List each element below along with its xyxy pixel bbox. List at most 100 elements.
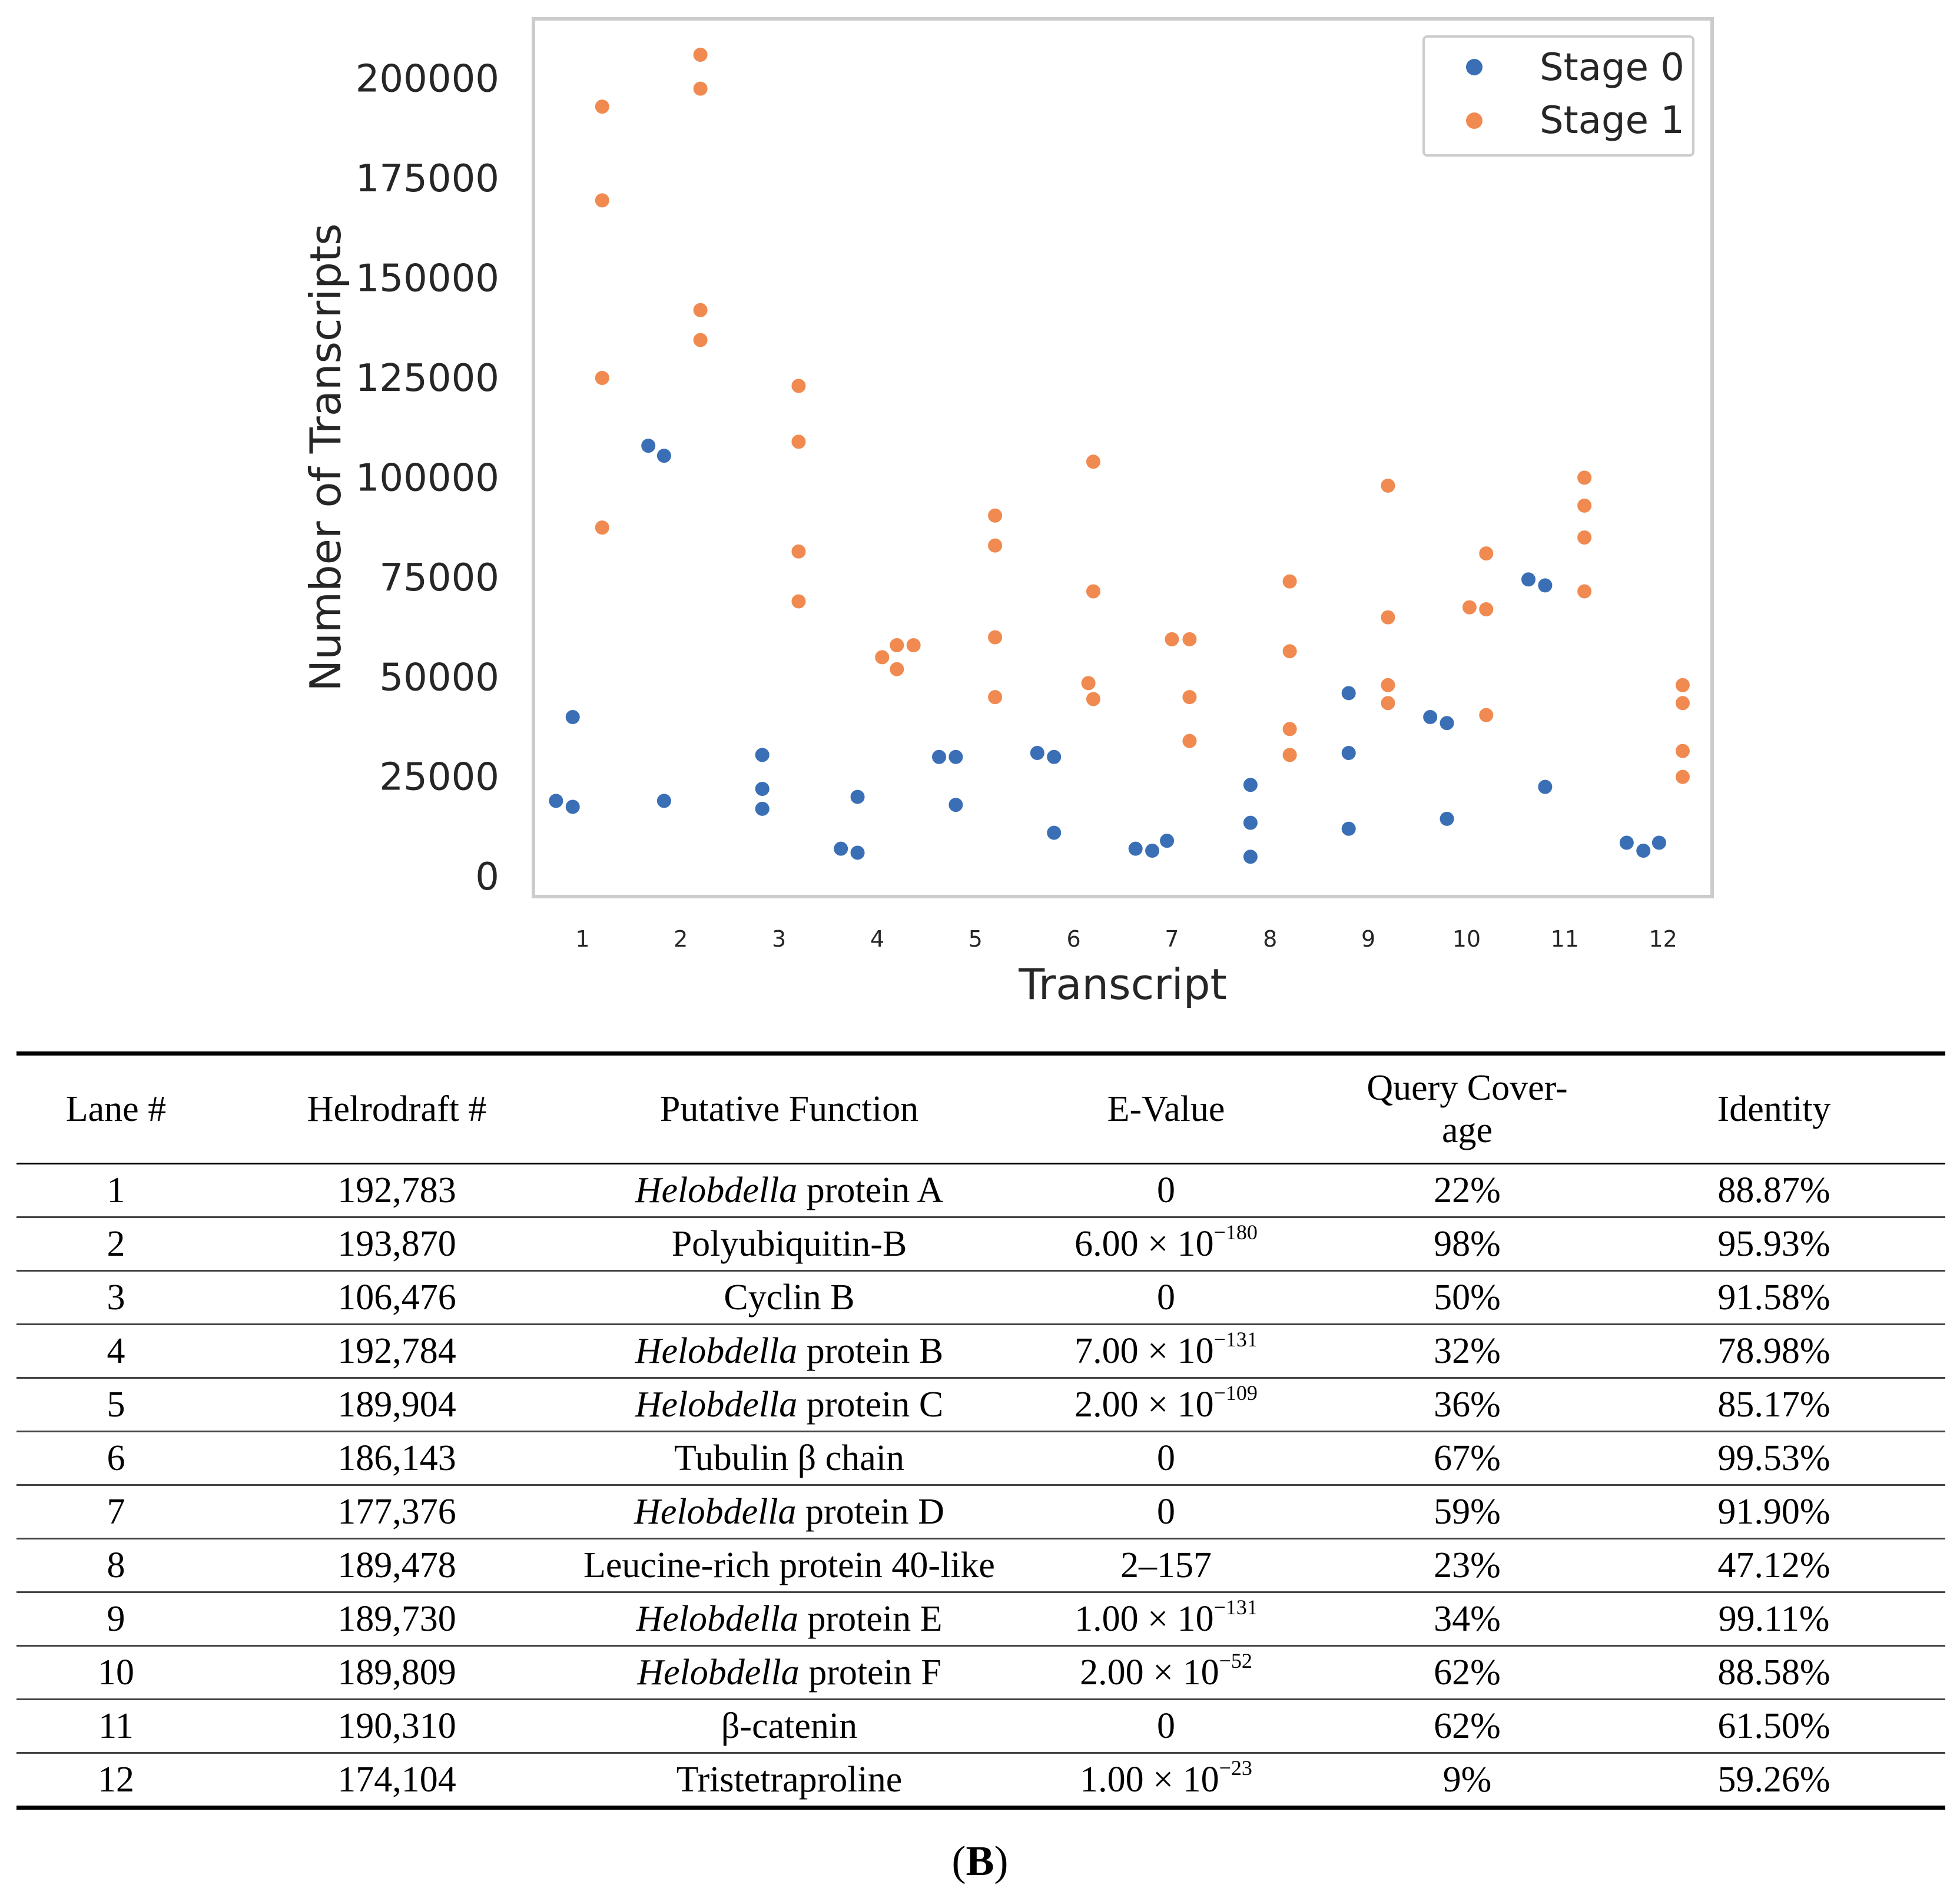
table-row: 12 174,104 Tristetraproline 1.00 × 10−23 9% 5… — [16, 1753, 1945, 1810]
table-row: 7 177,376 Helobdella protein D 0 59% 91.90% — [16, 1485, 1945, 1539]
function-name: Leucine-rich protein 40-like — [583, 1545, 995, 1585]
e-value-base: 0 — [1157, 1438, 1175, 1478]
stage-1-point — [1674, 768, 1691, 785]
stage-1-point — [1281, 643, 1298, 660]
cell-identity: 47.12% — [1603, 1538, 1945, 1593]
table-row: 9 189,730 Helobdella protein E 1.00 × 10−13… — [16, 1592, 1945, 1647]
header-query-coverage-line2: age — [1441, 1110, 1493, 1150]
stage-1-point — [1085, 453, 1102, 470]
cell-lane: 5 — [16, 1378, 215, 1432]
x-axis-ticks: 1 2 3 4 5 6 7 8 9 10 11 12 — [575, 926, 1677, 952]
function-name: protein B — [797, 1330, 944, 1371]
stage-1-point — [692, 331, 709, 349]
function-genus: Helobdella — [635, 1384, 798, 1425]
stage-1-point — [1181, 732, 1198, 749]
table-row: 11 190,310 β-catenin 0 62% 61.50% — [16, 1699, 1945, 1754]
stage-1-point — [790, 433, 807, 450]
function-name: protein E — [798, 1598, 943, 1639]
function-genus: Helobdella — [637, 1652, 800, 1693]
table-row: 10 189,809 Helobdella protein F 2.00 × 10−5… — [16, 1645, 1945, 1700]
y-tick-label: 125000 — [356, 357, 499, 400]
stage-0-point — [754, 800, 771, 817]
cell-lane: 2 — [16, 1217, 215, 1272]
stage-0-point — [1144, 842, 1161, 860]
cell-e-value: 2.00 × 10−52 — [1000, 1645, 1332, 1700]
stage-1-point — [593, 369, 611, 386]
stage-0-point — [1520, 571, 1537, 588]
legend-box — [1422, 35, 1694, 157]
stage-0-point — [1438, 715, 1455, 732]
cell-query-coverage: 9% — [1332, 1753, 1603, 1810]
stage-0-point — [1046, 748, 1063, 765]
cell-helrodraft: 193,870 — [215, 1217, 578, 1272]
e-value-base: 6.00 × 10 — [1074, 1223, 1214, 1264]
stage-1-point — [1576, 497, 1593, 514]
stage-0-point — [947, 748, 964, 765]
cell-lane: 1 — [16, 1163, 215, 1218]
stage-0-point — [1618, 834, 1635, 851]
stage-0-point — [1537, 577, 1554, 594]
cell-identity: 78.98% — [1603, 1324, 1945, 1379]
cell-e-value: 2–157 — [1000, 1538, 1332, 1593]
data-points — [548, 46, 1691, 865]
stage-0-point — [1650, 834, 1667, 851]
stage-1-point — [1181, 631, 1198, 648]
stage-0-point — [754, 781, 771, 798]
function-name: β-catenin — [721, 1705, 858, 1746]
legend-marker-stage-0 — [1466, 59, 1483, 75]
y-tick-label: 200000 — [356, 58, 499, 101]
cell-identity: 88.87% — [1603, 1163, 1945, 1218]
cell-helrodraft: 192,783 — [215, 1163, 578, 1218]
cell-lane: 8 — [16, 1538, 215, 1593]
stage-0-point — [1046, 824, 1063, 841]
cell-putative-function: Tristetraproline — [578, 1753, 1000, 1810]
e-value-base: 0 — [1157, 1277, 1175, 1318]
cell-e-value: 2.00 × 10−109 — [1000, 1378, 1332, 1432]
function-genus: Helobdella — [634, 1491, 797, 1532]
cell-query-coverage: 22% — [1332, 1163, 1603, 1218]
e-value-base: 0 — [1157, 1705, 1175, 1746]
function-name: protein C — [797, 1384, 944, 1425]
stage-1-point — [888, 637, 906, 654]
e-value-base: 7.00 × 10 — [1074, 1330, 1214, 1371]
cell-identity: 91.58% — [1603, 1270, 1945, 1325]
stage-1-point — [1576, 469, 1593, 486]
stage-0-point — [564, 709, 581, 726]
e-value-base: 0 — [1157, 1491, 1175, 1532]
caption-close-paren: ) — [994, 1837, 1009, 1884]
stage-1-point — [987, 537, 1004, 554]
function-name: Cyclin B — [724, 1277, 855, 1318]
cell-helrodraft: 192,784 — [215, 1324, 578, 1379]
cell-e-value: 1.00 × 10−23 — [1000, 1753, 1332, 1810]
stage-1-point — [1085, 583, 1102, 600]
stage-1-point — [790, 593, 807, 610]
stage-1-point — [1478, 545, 1495, 562]
table-row: 1 192,783 Helobdella protein A 0 22% 88.87% — [16, 1163, 1945, 1218]
stage-1-point — [593, 519, 611, 536]
caption-open-paren: ( — [951, 1837, 966, 1884]
stage-1-point — [1281, 746, 1298, 764]
stage-0-point — [1242, 848, 1259, 865]
cell-lane: 9 — [16, 1592, 215, 1647]
cell-helrodraft: 189,478 — [215, 1538, 578, 1593]
cell-query-coverage: 98% — [1332, 1217, 1603, 1272]
cell-lane: 4 — [16, 1324, 215, 1379]
cell-identity: 59.26% — [1603, 1753, 1945, 1810]
cell-query-coverage: 32% — [1332, 1324, 1603, 1379]
legend: Stage 0 Stage 1 — [1422, 35, 1694, 157]
cell-helrodraft: 189,730 — [215, 1592, 578, 1647]
stage-1-point — [1379, 695, 1397, 712]
e-value-exponent: −23 — [1219, 1756, 1252, 1780]
stage-1-point — [692, 46, 709, 63]
cell-helrodraft: 190,310 — [215, 1699, 578, 1754]
function-name: Tristetraproline — [676, 1759, 903, 1800]
stage-0-point — [1635, 842, 1652, 860]
figure-caption: (B) — [0, 1837, 1960, 1886]
y-tick-label: 75000 — [379, 556, 499, 600]
x-tick-label: 6 — [1066, 926, 1080, 952]
cell-lane: 12 — [16, 1753, 215, 1810]
header-query-coverage-line1: Query Cover- — [1367, 1068, 1568, 1108]
cell-e-value: 0 — [1000, 1485, 1332, 1539]
header-putative-function: Putative Function — [659, 1089, 919, 1129]
stage-1-point — [1674, 676, 1691, 694]
